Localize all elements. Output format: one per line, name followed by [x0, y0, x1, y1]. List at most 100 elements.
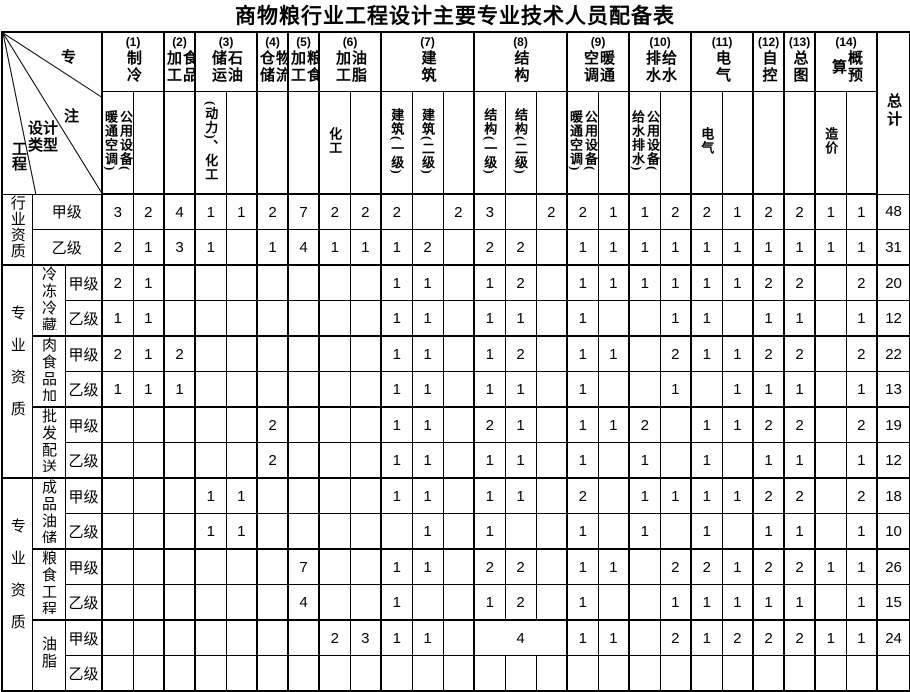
value-cell: 2 — [473, 229, 506, 266]
value-cell — [628, 300, 661, 337]
value-cell: 2 — [690, 193, 723, 230]
section-label-text: 专业资质 — [8, 518, 25, 646]
value-cell: 1 — [845, 548, 878, 585]
value-cell: 2 — [504, 548, 537, 585]
value-cell: 1 — [566, 548, 599, 585]
subcolumn-header: 建筑(一级) — [380, 91, 413, 195]
row-total-cell: 48 — [876, 193, 910, 230]
value-cell: 1 — [690, 584, 723, 621]
value-cell — [349, 442, 382, 479]
value-cell: 1 — [845, 513, 878, 550]
value-cell: 1 — [194, 193, 227, 230]
value-cell: 1 — [721, 193, 754, 230]
value-cell — [163, 406, 196, 443]
value-cell — [287, 300, 320, 337]
value-cell — [597, 513, 630, 550]
value-cell: 1 — [783, 229, 816, 266]
column-number: (9) — [590, 35, 606, 49]
subcolumn-header — [349, 91, 382, 195]
value-cell: 1 — [690, 229, 723, 266]
value-cell — [442, 264, 475, 301]
value-cell — [132, 548, 165, 585]
value-cell: 2 — [690, 548, 723, 585]
value-cell: 1 — [504, 371, 537, 408]
value-cell: 1 — [473, 584, 506, 621]
value-cell: 1 — [690, 442, 723, 479]
value-cell — [349, 371, 382, 408]
value-cell: 1 — [845, 193, 878, 230]
subcolumn-header — [256, 91, 289, 195]
subgroup-label-text: 批发配送与 — [40, 408, 56, 472]
value-cell: 1 — [132, 371, 165, 408]
grade-cell: 甲级 — [64, 619, 103, 656]
value-cell: 2 — [659, 619, 692, 656]
table-row: 乙级 2 1 3 1 1 4 1 1 1 2 2 2 1 1 1 1 1 1 1 1 1 1 31 — [2, 229, 910, 266]
row-total-cell: 18 — [876, 477, 910, 514]
value-cell — [566, 655, 599, 692]
value-cell: 1 — [225, 193, 258, 230]
column-group-header: (6) 油脂 加工 — [318, 31, 382, 92]
value-cell — [442, 548, 475, 585]
subcolumn-label: 结构(二级) — [513, 107, 529, 175]
value-cell: 1 — [721, 371, 754, 408]
grade-cell: 甲级 — [64, 477, 103, 514]
value-cell: 2 — [628, 406, 661, 443]
value-cell — [442, 655, 475, 692]
value-cell — [411, 655, 444, 692]
corner-cell: 专 注 设计 类型 工程 — [1, 31, 103, 195]
value-cell: 1 — [101, 371, 134, 408]
value-cell: 2 — [845, 335, 878, 372]
grade-cell: 乙级 — [64, 371, 103, 408]
row-total-cell — [876, 655, 910, 692]
subcolumn-header: 结构(一级) — [473, 91, 506, 195]
value-cell: 2 — [752, 406, 785, 443]
value-cell — [442, 229, 475, 266]
value-cell — [318, 655, 351, 692]
value-cell — [814, 442, 847, 479]
value-cell — [132, 655, 165, 692]
value-cell — [132, 584, 165, 621]
value-cell — [814, 406, 847, 443]
value-cell — [194, 406, 227, 443]
value-cell: 4 — [163, 193, 196, 230]
value-cell: 1 — [411, 335, 444, 372]
subcolumn-header: 化工 — [318, 91, 351, 195]
value-cell: 2 — [659, 335, 692, 372]
column-group-header: (9) 暖通 空调 — [566, 31, 630, 92]
value-cell — [163, 477, 196, 514]
value-cell — [442, 406, 475, 443]
value-cell — [225, 655, 258, 692]
value-cell: 1 — [628, 193, 661, 230]
total-label: 总计 — [885, 92, 902, 129]
value-cell: 2 — [101, 229, 134, 266]
value-cell — [225, 300, 258, 337]
value-cell — [163, 300, 196, 337]
value-cell — [504, 513, 537, 550]
value-cell — [287, 442, 320, 479]
column-group-header: (10) 给水 排水 — [628, 31, 692, 92]
table-row: 油脂 甲级 2 3 1 1 4 1 1 2 1 2 2 2 1 1 24 — [2, 619, 910, 692]
value-cell: 2 — [845, 264, 878, 301]
value-cell — [101, 619, 134, 656]
table-row: 专业资质 成品油储 甲级 1 1 1 1 1 1 2 1 1 1 1 2 2 2 18 — [1, 477, 910, 692]
value-cell — [442, 619, 475, 656]
value-cell — [535, 406, 568, 443]
subcolumn-header — [163, 91, 196, 195]
section-label-text: 行业资质 — [8, 194, 25, 259]
value-cell: 1 — [473, 335, 506, 372]
column-group-header: (1) 制冷 — [101, 31, 165, 92]
value-cell — [442, 371, 475, 408]
value-cell — [132, 477, 165, 514]
subgroup-label: 油脂 — [31, 619, 66, 692]
row-total-cell: 31 — [876, 229, 910, 266]
subcolumn-label: 建筑(一级) — [389, 107, 405, 175]
value-cell — [318, 442, 351, 479]
value-cell — [225, 335, 258, 372]
value-cell — [225, 548, 258, 585]
value-cell — [225, 264, 258, 301]
value-cell — [101, 406, 134, 443]
value-cell — [814, 513, 847, 550]
value-cell: 1 — [380, 264, 413, 301]
value-cell — [318, 264, 351, 301]
value-cell — [349, 655, 382, 692]
